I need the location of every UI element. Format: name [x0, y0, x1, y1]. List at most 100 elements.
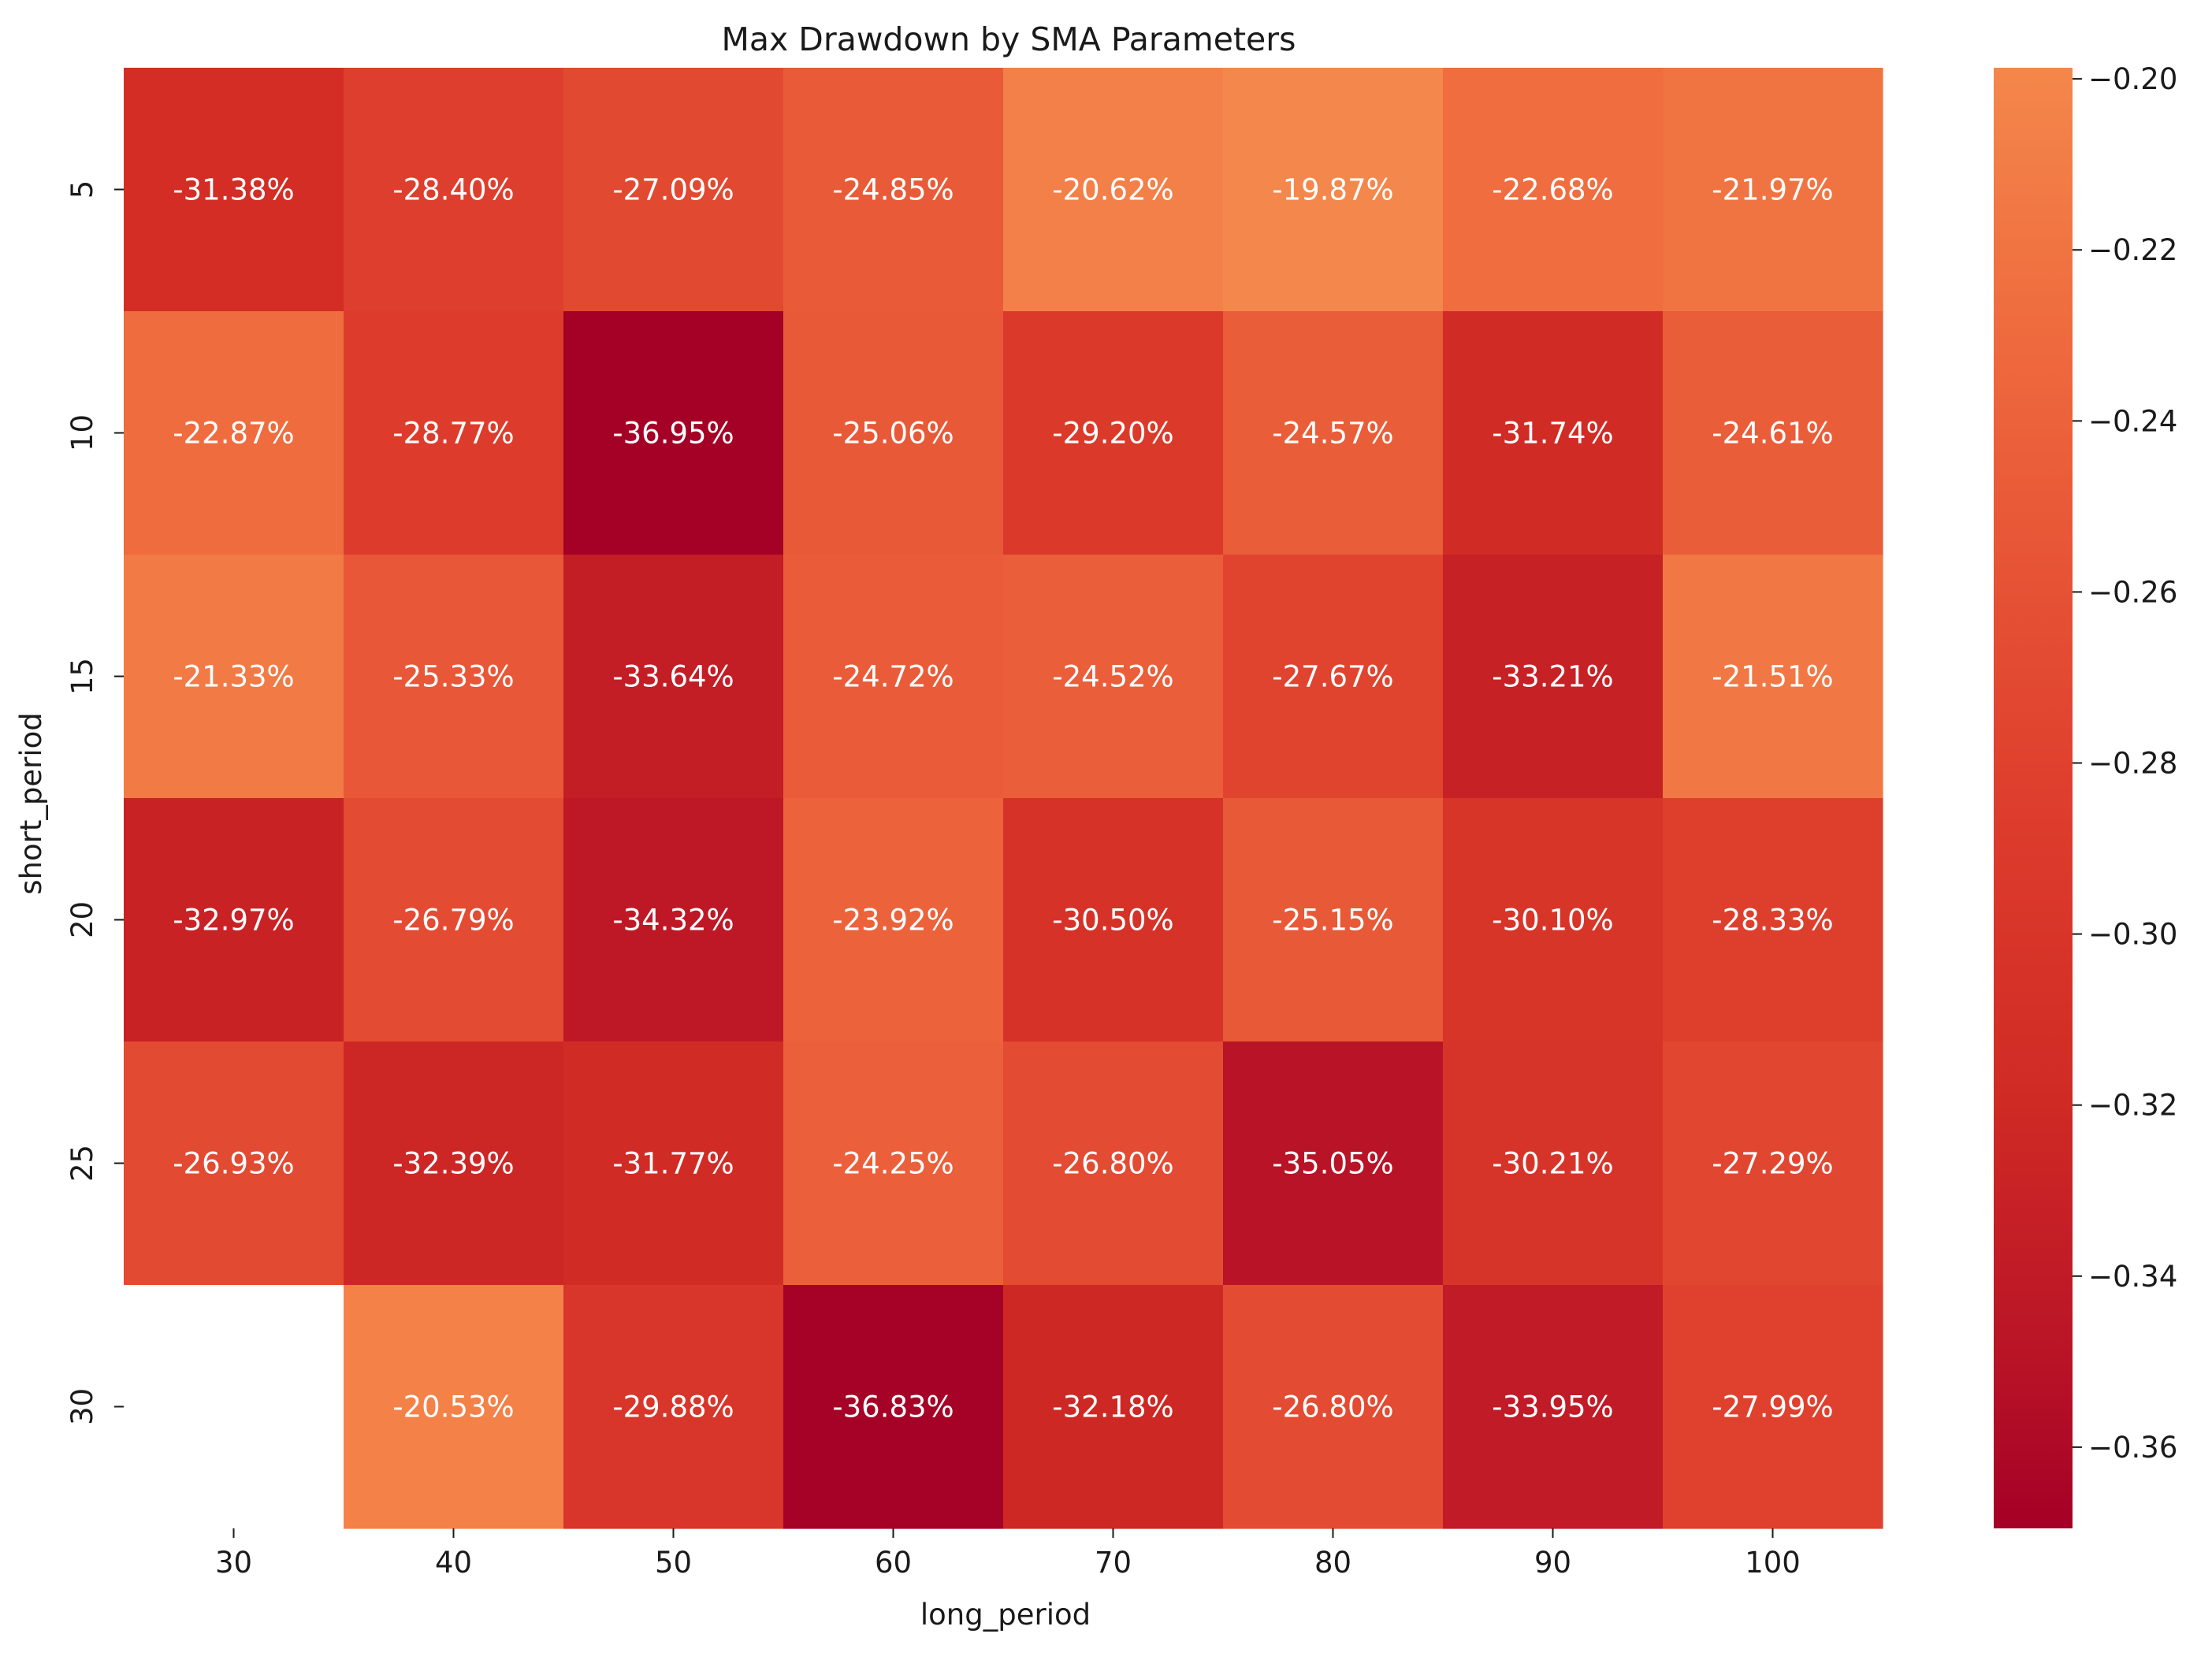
cell-value-label: -24.72%	[832, 660, 954, 694]
heatmap-cell	[783, 798, 1004, 1042]
colorbar-tick-label: −0.20	[2088, 62, 2177, 96]
heatmap-cell	[1223, 1285, 1444, 1529]
x-tick-label: 100	[1745, 1546, 1801, 1580]
x-tick-label: 80	[1314, 1546, 1351, 1580]
heatmap-cell	[1003, 1041, 1224, 1286]
cell-value-label: -21.51%	[1712, 660, 1833, 694]
heatmap-cell	[1663, 555, 1883, 799]
cell-value-label: -33.21%	[1492, 660, 1613, 694]
heatmap-cell	[1443, 68, 1664, 312]
cell-value-label: -19.87%	[1272, 173, 1393, 207]
heatmap-cell	[1223, 68, 1444, 312]
heatmap-cell	[344, 555, 564, 799]
chart-title: Max Drawdown by SMA Parameters	[721, 20, 1296, 58]
cell-value-label: -27.29%	[1712, 1147, 1833, 1181]
heatmap-cell	[1443, 1041, 1664, 1286]
heatmap-cell	[344, 311, 564, 555]
cell-value-label: -28.33%	[1712, 904, 1833, 938]
cell-value-label: -28.77%	[392, 417, 514, 451]
heatmap-cell	[344, 68, 564, 312]
colorbar: −0.20 −0.22 −0.24 −0.26 −0.28 −0.30 −0.32 −0.34…	[1994, 62, 2177, 1528]
cell-value-label: -36.95%	[612, 417, 734, 451]
heatmap-cell	[1443, 311, 1664, 555]
heatmap-cell	[783, 311, 1004, 555]
heatmap-cell	[1003, 68, 1224, 312]
heatmap-cell	[1223, 555, 1444, 799]
heatmap-cell	[344, 1285, 564, 1529]
cell-value-label: -24.61%	[1712, 417, 1833, 451]
cell-value-label: -33.95%	[1492, 1391, 1613, 1424]
colorbar-tick-label: −0.32	[2088, 1089, 2177, 1123]
x-tick-label: 70	[1095, 1546, 1132, 1580]
heatmap-cell	[1663, 68, 1883, 312]
cell-value-label: -24.85%	[832, 173, 954, 207]
cell-value-label: -31.38%	[173, 173, 294, 207]
heatmap-cell	[1663, 311, 1883, 555]
heatmap-cell	[124, 798, 344, 1042]
cell-value-label: -28.40%	[392, 173, 514, 207]
cell-value-label: -32.97%	[173, 904, 294, 938]
colorbar-gradient	[1994, 68, 2073, 1528]
heatmap-cell	[783, 1041, 1004, 1286]
heatmap-cell	[1003, 555, 1224, 799]
x-tick-label: 90	[1534, 1546, 1571, 1580]
heatmap-cell	[1223, 1041, 1444, 1286]
heatmap-cell	[1663, 1285, 1883, 1529]
cell-value-label: -33.64%	[612, 660, 734, 694]
cell-value-label: -35.05%	[1272, 1147, 1393, 1181]
heatmap-cell	[1003, 311, 1224, 555]
cell-value-label: -26.80%	[1052, 1147, 1173, 1181]
heatmap-cell	[1223, 311, 1444, 555]
x-axis-label: long_period	[920, 1598, 1091, 1632]
cell-value-label: -30.10%	[1492, 904, 1613, 938]
heatmap-cell	[124, 68, 344, 312]
cell-value-label: -26.80%	[1272, 1391, 1393, 1424]
heatmap-cell	[783, 68, 1004, 312]
cell-value-label: -29.20%	[1052, 417, 1173, 451]
heatmap-cell	[563, 1285, 784, 1529]
heatmap-cell	[344, 798, 564, 1042]
y-axis-label: short_period	[14, 712, 48, 894]
cell-value-label: -34.32%	[612, 904, 734, 938]
heatmap-cell	[1443, 1285, 1664, 1529]
heatmap-cell	[563, 68, 784, 312]
heatmap-cell	[124, 1041, 344, 1286]
cell-value-label: -31.74%	[1492, 417, 1613, 451]
heatmap-cell	[783, 1285, 1004, 1529]
heatmap-cell	[344, 1041, 564, 1286]
cell-value-label: -26.79%	[392, 904, 514, 938]
cell-value-label: -27.99%	[1712, 1391, 1833, 1424]
heatmap-cell	[563, 311, 784, 555]
y-tick-label: 30	[65, 1388, 99, 1425]
cell-value-label: -22.87%	[173, 417, 294, 451]
cell-value-label: -30.50%	[1052, 904, 1173, 938]
x-tick-label: 30	[215, 1546, 252, 1580]
heatmap-cells	[124, 68, 1883, 1529]
cell-value-label: -32.18%	[1052, 1391, 1173, 1424]
x-tick-label: 40	[435, 1546, 472, 1580]
colorbar-tick-label: −0.24	[2088, 404, 2177, 438]
colorbar-tick-label: −0.22	[2088, 233, 2177, 267]
cell-value-label: -23.92%	[832, 904, 954, 938]
cell-value-label: -24.57%	[1272, 417, 1393, 451]
heatmap-cell	[1003, 798, 1224, 1042]
colorbar-tick-label: −0.26	[2088, 575, 2177, 609]
cell-value-label: -27.67%	[1272, 660, 1393, 694]
cell-value-label: -22.68%	[1492, 173, 1613, 207]
x-axis: 30 40 50 60 70 80 90 100	[215, 1528, 1801, 1580]
colorbar-tick-label: −0.34	[2088, 1260, 2177, 1294]
y-tick-label: 5	[65, 180, 99, 199]
cell-value-label: -29.88%	[612, 1391, 734, 1424]
cell-value-label: -36.83%	[832, 1391, 954, 1424]
heatmap-cell	[124, 1285, 344, 1529]
cell-value-label: -27.09%	[612, 173, 734, 207]
colorbar-ticks: −0.20 −0.22 −0.24 −0.26 −0.28 −0.30 −0.32 −0.34…	[2073, 62, 2177, 1465]
cell-value-label: -26.93%	[173, 1147, 294, 1181]
heatmap-cell	[124, 555, 344, 799]
heatmap-cell	[1443, 555, 1664, 799]
cell-value-label: -30.21%	[1492, 1147, 1613, 1181]
heatmap-cell	[124, 311, 344, 555]
cell-value-label: -20.53%	[392, 1391, 514, 1424]
heatmap-cell	[1223, 798, 1444, 1042]
